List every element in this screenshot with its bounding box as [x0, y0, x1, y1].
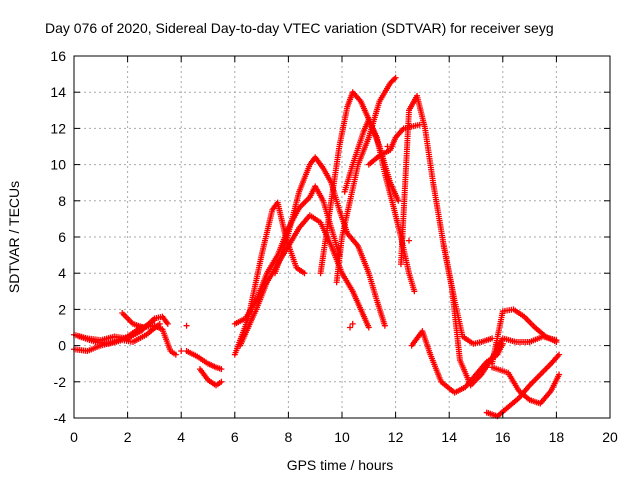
axis-ticks: 0 2 4 6 8 10 12 14 16 18 20 -4 -2 0 2 4 6 8 10 12 14 16: [50, 48, 618, 445]
series-track-j: [272, 154, 388, 329]
data-point: [489, 335, 496, 342]
y-tick-label: -4: [54, 410, 67, 426]
data-point: [301, 270, 308, 277]
series-track-m: [341, 116, 418, 295]
y-tick-label: 4: [58, 265, 66, 281]
data-point: [218, 366, 225, 373]
data-point: [349, 320, 356, 327]
y-tick-label: 16: [50, 48, 66, 64]
x-tick-label: 8: [285, 429, 293, 445]
data-point: [218, 378, 225, 385]
x-tick-label: 12: [388, 429, 404, 445]
data-point: [381, 322, 388, 329]
series-track-s: [489, 364, 563, 407]
data-point: [365, 324, 372, 331]
x-tick-label: 2: [124, 429, 132, 445]
data-point: [347, 324, 354, 331]
y-tick-label: 10: [50, 157, 66, 173]
series-track-f: [196, 366, 225, 389]
data-point: [172, 351, 179, 358]
data-point: [556, 351, 563, 358]
series-track-i: [237, 212, 372, 349]
data-point: [406, 237, 412, 244]
data-point: [183, 322, 190, 329]
y-tick-label: -2: [54, 374, 67, 390]
series-track-o: [397, 92, 496, 347]
series-track-n: [365, 121, 423, 168]
x-tick-label: 16: [495, 429, 511, 445]
data-point: [553, 338, 560, 345]
data-point: [178, 348, 185, 355]
data-point: [151, 317, 158, 324]
y-axis-label: SDTVAR / TECUs: [6, 181, 22, 293]
y-tick-label: 8: [58, 193, 66, 209]
x-tick-label: 10: [334, 429, 350, 445]
x-tick-label: 4: [177, 429, 185, 445]
data-point: [392, 74, 399, 81]
data-point: [411, 288, 418, 295]
data-point: [156, 320, 163, 327]
data-point: [164, 320, 171, 327]
x-tick-label: 20: [602, 429, 618, 445]
data-point: [556, 371, 563, 378]
x-tick-label: 6: [231, 429, 239, 445]
series-track-c: [76, 320, 163, 347]
y-tick-label: 2: [58, 301, 66, 317]
series-track-h: [231, 199, 308, 358]
x-axis-label: GPS time / hours: [287, 457, 394, 473]
x-tick-label: 0: [70, 429, 78, 445]
chart-title: Day 076 of 2020, Sidereal Day-to-day VTE…: [45, 20, 554, 36]
data-point: [395, 197, 402, 204]
series-track-d: [119, 310, 158, 331]
data-points: [71, 74, 563, 420]
series-track-e: [183, 348, 225, 373]
x-tick-label: 18: [549, 429, 565, 445]
data-point: [384, 143, 391, 150]
y-tick-label: 6: [58, 229, 66, 245]
x-tick-label: 14: [441, 429, 457, 445]
series-track-t: [483, 351, 563, 420]
y-tick-label: 12: [50, 120, 66, 136]
y-tick-label: 0: [58, 338, 66, 354]
y-tick-label: 14: [50, 84, 66, 100]
series-track-r: [489, 306, 560, 367]
